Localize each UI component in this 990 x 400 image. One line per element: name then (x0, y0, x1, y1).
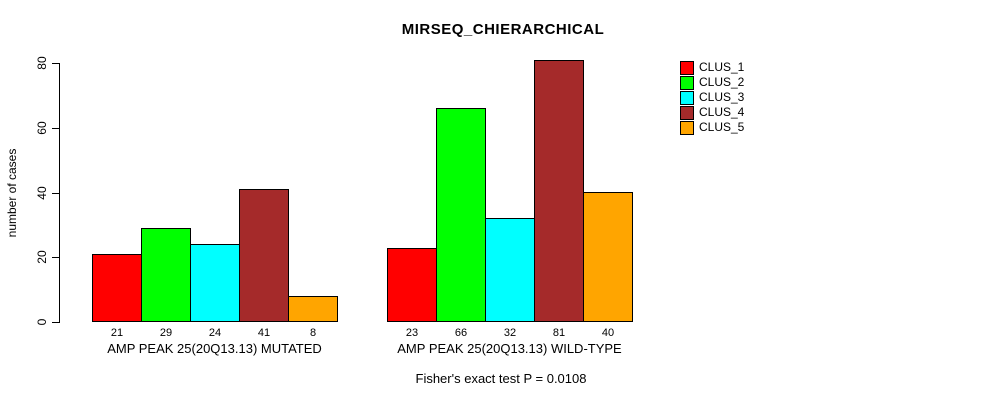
legend: CLUS_1 CLUS_2 CLUS_3 CLUS_4 CLUS_5 (680, 60, 745, 136)
legend-item: CLUS_4 (680, 105, 745, 120)
legend-swatch-clus_3 (680, 90, 694, 105)
bar-clus_4-group2 (534, 60, 584, 322)
y-axis-tick-label: 20 (35, 250, 49, 264)
bar-value-label: 40 (601, 327, 615, 339)
bar-clus_2-group1 (141, 228, 191, 322)
bar-value-label: 8 (309, 327, 317, 339)
y-axis-tick (52, 193, 59, 194)
legend-swatch-clus_4 (680, 105, 694, 120)
legend-label: CLUS_3 (699, 90, 745, 104)
bar-clus_1-group2 (387, 248, 437, 322)
bar-clus_5-group1 (288, 296, 338, 322)
y-axis-tick-label: 0 (35, 318, 49, 326)
legend-label: CLUS_4 (699, 105, 745, 119)
y-axis-tick (52, 63, 59, 64)
bar-clus_2-group2 (436, 108, 486, 322)
bar-value-label: 41 (257, 327, 271, 339)
y-axis-tick (52, 128, 59, 129)
y-axis-line (59, 63, 60, 323)
bar-value-label: 24 (208, 327, 222, 339)
y-axis-tick-label: 60 (35, 121, 49, 135)
chart-title: MIRSEQ_CHIERARCHICAL (401, 21, 605, 38)
bar-clus_5-group2 (583, 192, 633, 322)
bar-value-label: 29 (159, 327, 173, 339)
bar-clus_3-group2 (485, 218, 535, 322)
y-axis-tick-label: 40 (35, 186, 49, 200)
legend-swatch-clus_1 (680, 60, 694, 75)
bar-value-label: 21 (110, 327, 124, 339)
y-axis-tick-label: 80 (35, 56, 49, 70)
bar-clus_1-group1 (92, 254, 142, 322)
bar-value-label: 81 (552, 327, 566, 339)
bar-value-label: 23 (405, 327, 419, 339)
legend-item: CLUS_5 (680, 120, 745, 135)
bar-clus_3-group1 (190, 244, 240, 322)
y-axis-tick (52, 322, 59, 323)
legend-item: CLUS_1 (680, 60, 745, 75)
y-axis-label: number of cases (5, 148, 19, 238)
y-axis-tick (52, 257, 59, 258)
legend-swatch-clus_5 (680, 120, 694, 135)
annotation-fisher-test: Fisher's exact test P = 0.0108 (415, 371, 587, 386)
legend-label: CLUS_5 (699, 120, 745, 134)
category-label: AMP PEAK 25(20Q13.13) MUTATED (107, 341, 322, 356)
bar-value-label: 32 (503, 327, 517, 339)
category-label: AMP PEAK 25(20Q13.13) WILD-TYPE (397, 341, 622, 356)
bar-clus_4-group1 (239, 189, 289, 322)
bar-value-label: 66 (454, 327, 468, 339)
legend-label: CLUS_1 (699, 60, 745, 74)
legend-swatch-clus_2 (680, 75, 694, 90)
legend-item: CLUS_2 (680, 75, 745, 90)
legend-item: CLUS_3 (680, 90, 745, 105)
legend-label: CLUS_2 (699, 75, 745, 89)
